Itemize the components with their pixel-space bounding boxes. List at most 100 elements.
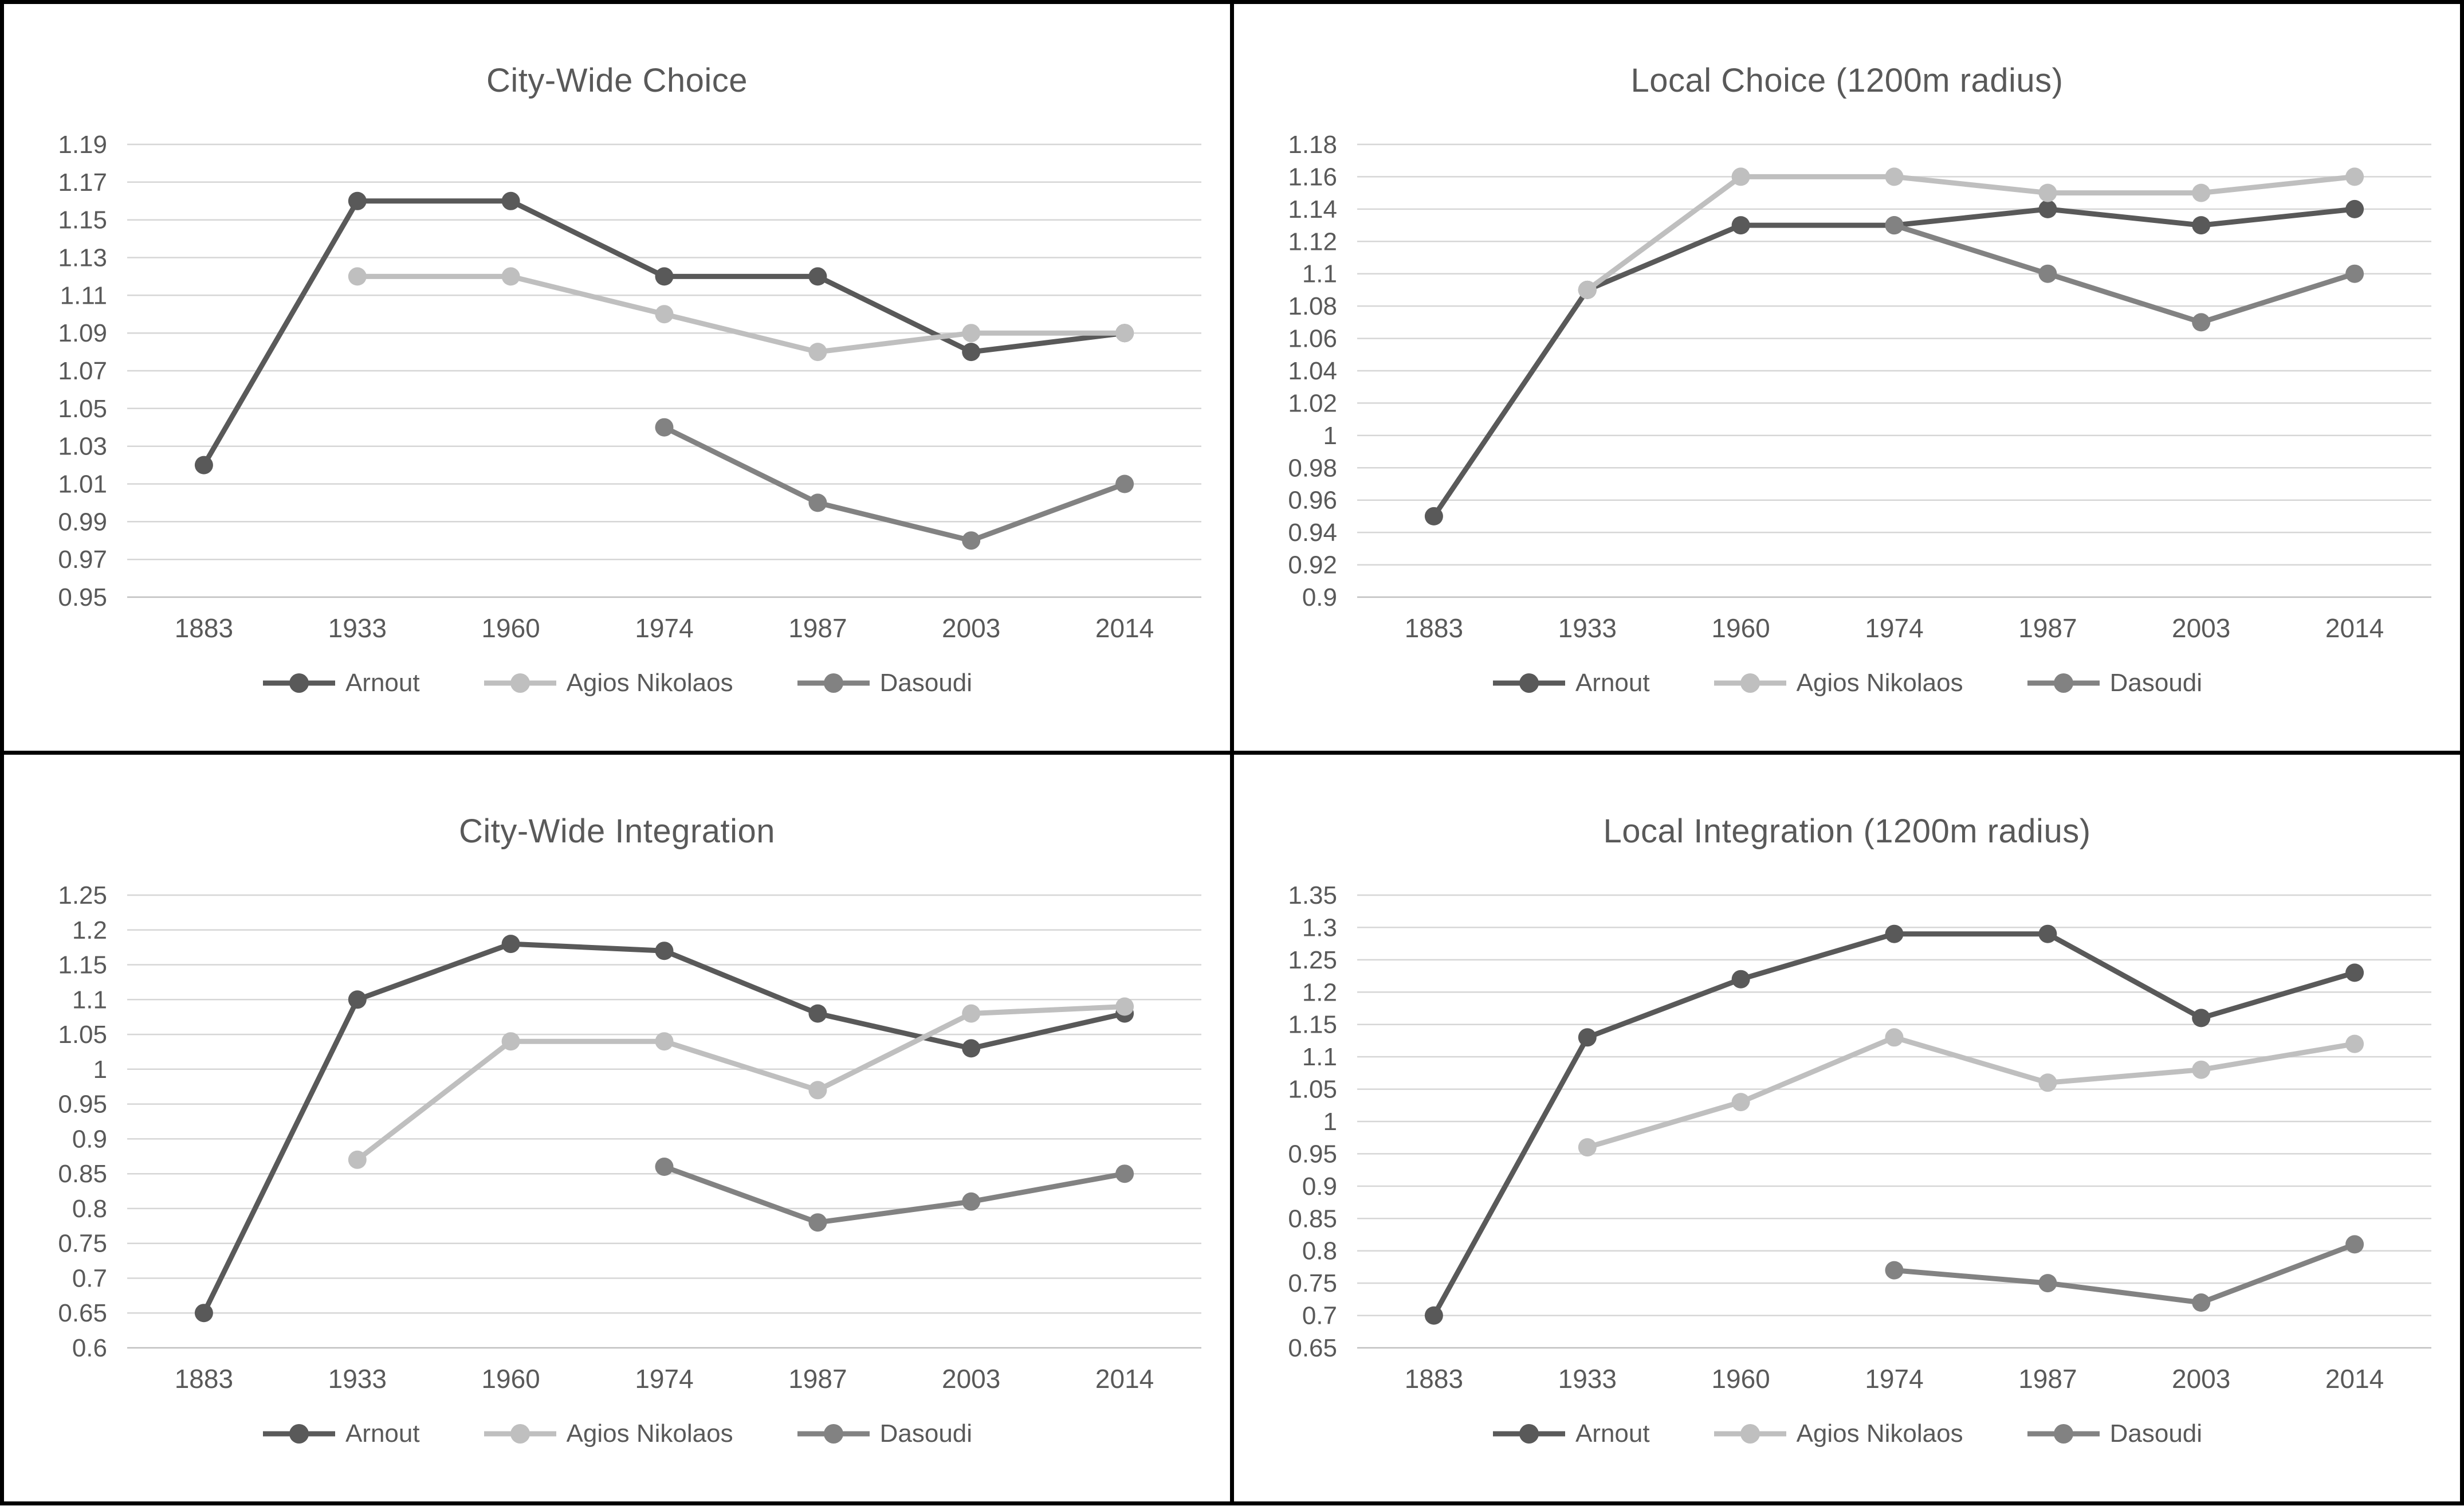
- chart-legend: Arnout Agios Nikolaos Dasoudi: [1234, 1419, 2460, 1448]
- svg-text:1.05: 1.05: [1288, 1076, 1337, 1104]
- chart-legend: Arnout Agios Nikolaos Dasoudi: [4, 1419, 1230, 1448]
- legend-label: Dasoudi: [879, 1419, 973, 1448]
- svg-text:2003: 2003: [942, 1364, 1000, 1394]
- svg-text:1.08: 1.08: [1288, 292, 1337, 320]
- legend-item-arnout: Arnout: [1492, 669, 1650, 697]
- svg-text:1.02: 1.02: [1288, 389, 1337, 417]
- svg-text:1960: 1960: [481, 1364, 540, 1394]
- svg-text:2003: 2003: [942, 613, 1000, 643]
- svg-text:1.35: 1.35: [1288, 881, 1337, 909]
- legend-marker-icon: [484, 1424, 556, 1444]
- svg-text:1: 1: [93, 1056, 107, 1084]
- svg-text:1.15: 1.15: [58, 206, 107, 234]
- svg-text:1960: 1960: [481, 613, 540, 643]
- legend-marker-icon: [2027, 1424, 2100, 1444]
- svg-text:1.04: 1.04: [1288, 357, 1337, 385]
- svg-text:1987: 1987: [788, 613, 847, 643]
- svg-text:0.6: 0.6: [72, 1334, 107, 1362]
- legend-marker-icon: [262, 673, 335, 693]
- svg-text:1933: 1933: [1558, 1364, 1617, 1394]
- svg-text:1.06: 1.06: [1288, 325, 1337, 353]
- svg-text:0.7: 0.7: [1302, 1302, 1337, 1330]
- svg-text:0.94: 0.94: [1288, 519, 1337, 547]
- svg-text:1.1: 1.1: [72, 986, 107, 1014]
- legend-label: Dasoudi: [2109, 669, 2203, 697]
- svg-text:1.13: 1.13: [58, 244, 107, 272]
- svg-text:2014: 2014: [1095, 613, 1154, 643]
- svg-text:0.8: 0.8: [1302, 1237, 1337, 1265]
- svg-text:1933: 1933: [328, 1364, 387, 1394]
- svg-text:0.85: 0.85: [1288, 1205, 1337, 1233]
- svg-text:1987: 1987: [2018, 1364, 2077, 1394]
- legend-item-dasoudi: Dasoudi: [796, 669, 972, 697]
- line-chart-svg: 1.18 1.16 1.14 1.12 1.1 1.08 1.06 1.04 1.02 1 0.98…: [1288, 131, 2431, 643]
- svg-text:1.15: 1.15: [58, 951, 107, 979]
- svg-text:2003: 2003: [2172, 613, 2230, 643]
- legend-item-dasoudi: Dasoudi: [2026, 1419, 2202, 1448]
- svg-text:0.98: 0.98: [1288, 454, 1337, 482]
- svg-text:1.2: 1.2: [72, 916, 107, 944]
- chart-title: Local Integration (1200m radius): [1603, 813, 2091, 850]
- svg-text:0.65: 0.65: [58, 1299, 107, 1327]
- chart-panel-city-wide-choice: City-Wide Choice 1.19 1.17 1.15 1.13 1.11 1.0…: [4, 4, 1230, 751]
- svg-text:1.11: 1.11: [60, 281, 107, 309]
- svg-text:1883: 1883: [1405, 1364, 1463, 1394]
- svg-text:1.05: 1.05: [58, 1021, 107, 1049]
- svg-text:0.75: 0.75: [58, 1230, 107, 1258]
- legend-label: Dasoudi: [2109, 1419, 2203, 1448]
- legend-marker-icon: [2027, 673, 2100, 693]
- svg-text:0.9: 0.9: [1302, 1172, 1337, 1201]
- svg-text:2014: 2014: [1095, 1364, 1154, 1394]
- svg-text:1.15: 1.15: [1288, 1011, 1337, 1039]
- svg-text:1960: 1960: [1711, 613, 1770, 643]
- svg-text:0.99: 0.99: [58, 508, 107, 536]
- svg-text:0.95: 0.95: [58, 583, 107, 611]
- svg-text:1.3: 1.3: [1302, 913, 1337, 942]
- legend-marker-icon: [1714, 673, 1786, 693]
- svg-text:1987: 1987: [2018, 613, 2077, 643]
- chart-title: City-Wide Integration: [458, 813, 776, 850]
- svg-text:1933: 1933: [328, 613, 387, 643]
- chart-legend: Arnout Agios Nikolaos Dasoudi: [1234, 669, 2460, 697]
- svg-text:1883: 1883: [1405, 613, 1463, 643]
- legend-item-arnout: Arnout: [262, 1419, 420, 1448]
- svg-text:1.07: 1.07: [58, 357, 107, 385]
- chart-title: Local Choice (1200m radius): [1630, 62, 2064, 99]
- legend-item-agios-nikolaos: Agios Nikolaos: [483, 669, 733, 697]
- svg-text:0.96: 0.96: [1288, 487, 1337, 515]
- svg-text:0.9: 0.9: [1302, 583, 1337, 611]
- svg-text:0.7: 0.7: [72, 1265, 107, 1293]
- svg-text:1.01: 1.01: [58, 470, 107, 499]
- legend-label: Agios Nikolaos: [566, 669, 733, 697]
- legend-marker-icon: [484, 673, 556, 693]
- svg-text:1974: 1974: [635, 1364, 693, 1394]
- svg-text:1: 1: [1323, 422, 1337, 450]
- svg-text:1.14: 1.14: [1288, 195, 1337, 223]
- svg-text:1.18: 1.18: [1288, 131, 1337, 159]
- svg-text:0.95: 0.95: [1288, 1140, 1337, 1168]
- chart-panel-city-wide-integration: City-Wide Integration 1.25 1.2 1.15 1.1 1.05…: [4, 755, 1230, 1501]
- svg-text:0.97: 0.97: [58, 546, 107, 574]
- legend-label: Agios Nikolaos: [566, 1419, 733, 1448]
- line-chart-svg: 1.25 1.2 1.15 1.1 1.05 1 0.95 0.9 0.85 0.8 0.75 0.7…: [58, 881, 1201, 1394]
- legend-item-agios-nikolaos: Agios Nikolaos: [1713, 1419, 1963, 1448]
- svg-text:1883: 1883: [175, 613, 233, 643]
- legend-label: Arnout: [1575, 1419, 1650, 1448]
- svg-text:1.16: 1.16: [1288, 163, 1337, 191]
- legend-label: Agios Nikolaos: [1796, 1419, 1963, 1448]
- legend-marker-icon: [797, 673, 870, 693]
- legend-label: Dasoudi: [879, 669, 973, 697]
- svg-text:1.1: 1.1: [1302, 260, 1337, 288]
- svg-text:0.92: 0.92: [1288, 551, 1337, 579]
- legend-marker-icon: [262, 1424, 335, 1444]
- svg-text:1.2: 1.2: [1302, 978, 1337, 1006]
- legend-label: Agios Nikolaos: [1796, 669, 1963, 697]
- legend-label: Arnout: [345, 669, 420, 697]
- svg-text:1.05: 1.05: [58, 395, 107, 423]
- svg-text:0.95: 0.95: [58, 1091, 107, 1119]
- svg-text:1.09: 1.09: [58, 319, 107, 347]
- legend-marker-icon: [1492, 1424, 1565, 1444]
- chart-panel-local-choice: Local Choice (1200m radius) 1.18 1.16 1.14…: [1234, 4, 2460, 751]
- chart-title: City-Wide Choice: [486, 62, 748, 99]
- legend-label: Arnout: [1575, 669, 1650, 697]
